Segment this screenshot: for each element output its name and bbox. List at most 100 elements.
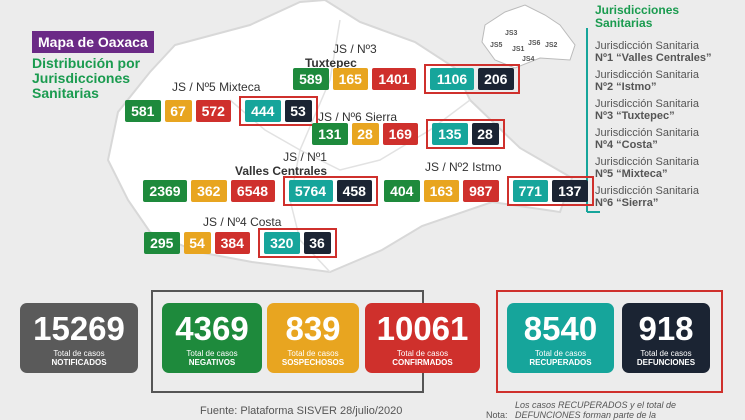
minimap xyxy=(481,4,576,69)
jurisdiction-label: JS / Nº6 Sierra xyxy=(318,110,397,124)
case-count: 1401 xyxy=(372,68,416,90)
case-count: 987 xyxy=(463,180,499,202)
group-outline xyxy=(496,290,723,393)
legend-name: Nº2 “Istmo” xyxy=(595,81,657,93)
legend-name: Nº4 “Costa” xyxy=(595,139,658,151)
legend-prefix: Jurisdicción Sanitaria xyxy=(595,156,699,168)
case-count: 384 xyxy=(214,232,250,254)
jurisdiction-code: JS / Nº5 Mixteca xyxy=(172,80,261,94)
legend-name: Nº5 “Mixteca” xyxy=(595,168,668,180)
total-label: RECUPERADOS xyxy=(529,358,592,367)
minimap-label: JS5 xyxy=(490,42,503,49)
case-count: 206 xyxy=(478,68,514,90)
legend-title-line: Sanitarias xyxy=(595,16,653,30)
minimap-label: JS4 xyxy=(522,56,535,63)
jurisdiction-name: Valles Centrales xyxy=(235,164,328,178)
legend-item: Jurisdicción Sanitaria Nº6 “Sierra” xyxy=(595,185,699,209)
total-value: 4369 xyxy=(175,310,249,347)
case-count: 28 xyxy=(471,123,499,145)
jurisdiction-code: JS / Nº1 xyxy=(283,150,327,164)
total-card: 4369 Total de casos NEGATIVOS xyxy=(162,303,262,373)
legend-item: Jurisdicción Sanitaria Nº5 “Mixteca” xyxy=(595,156,699,180)
case-count: 53 xyxy=(284,100,312,122)
total-card: 839 Total de casos SOSPECHOSOS xyxy=(267,303,359,373)
legend-name: Nº1 “Valles Centrales” xyxy=(595,52,712,64)
title: Mapa de Oaxaca xyxy=(32,31,154,53)
case-count: 320 xyxy=(264,232,300,254)
total-value: 918 xyxy=(638,310,694,347)
legend-item: Jurisdicción Sanitaria Nº4 “Costa” xyxy=(595,127,699,151)
case-count: 444 xyxy=(245,100,281,122)
jurisdiction-label: JS / Nº3 Tuxtepec xyxy=(305,42,377,70)
highlight-outline xyxy=(426,119,505,149)
legend-title: Jurisdicciones Sanitarias xyxy=(595,4,679,30)
case-count: 6548 xyxy=(230,180,275,202)
case-count: 28 xyxy=(351,123,379,145)
legend-item: Jurisdicción Sanitaria Nº3 “Tuxtepec” xyxy=(595,98,699,122)
subtitle: Distribución por Jurisdicciones Sanitarias xyxy=(32,56,140,101)
case-count: 137 xyxy=(552,180,588,202)
total-card: 15269 Total de casos NOTIFICADOS xyxy=(20,303,138,373)
highlight-outline xyxy=(506,176,594,206)
legend-name: Nº3 “Tuxtepec” xyxy=(595,110,675,122)
case-count: 771 xyxy=(512,180,548,202)
note-label: Nota: xyxy=(486,410,508,420)
total-value: 8540 xyxy=(523,310,598,347)
case-count: 165 xyxy=(332,68,368,90)
jurisdiction-code: JS / Nº6 Sierra xyxy=(318,110,398,124)
total-label: SOSPECHOSOS xyxy=(281,358,345,367)
total-value: 839 xyxy=(285,310,341,347)
total-card: 8540 Total de casos RECUPERADOS xyxy=(507,303,614,373)
total-caption: Total de casos xyxy=(287,349,339,358)
minimap-label: JS6 xyxy=(528,40,541,47)
case-count: 589 xyxy=(293,68,329,90)
case-count: 135 xyxy=(432,123,468,145)
case-count: 67 xyxy=(164,100,192,122)
total-caption: Total de casos xyxy=(640,349,692,358)
legend-item: Jurisdicción Sanitaria Nº1 “Valles Centra… xyxy=(595,40,712,64)
legend-item: Jurisdicción Sanitaria Nº2 “Istmo” xyxy=(595,69,699,93)
case-count: 54 xyxy=(183,232,211,254)
jurisdiction-code: JS / Nº3 xyxy=(333,42,377,56)
legend-prefix: Jurisdicción Sanitaria xyxy=(595,185,699,197)
source: Fuente: Plataforma SISVER 28/julio/2020 xyxy=(200,405,403,417)
jurisdiction-name: Tuxtepec xyxy=(304,56,357,70)
total-card: 918 Total de casos DEFUNCIONES xyxy=(622,303,710,373)
jurisdiction-label: JS / Nº5 Mixteca xyxy=(172,80,260,94)
region-border xyxy=(229,99,471,171)
jurisdiction-label: JS / Nº4 Costa xyxy=(203,215,281,229)
total-caption: Total de casos xyxy=(186,349,238,358)
jurisdiction-code: JS / Nº4 Costa xyxy=(203,215,282,229)
subtitle-line: Distribución por xyxy=(32,55,141,71)
note-line: Los casos RECUPERADOS y el total de xyxy=(515,400,677,410)
case-count: 362 xyxy=(191,180,227,202)
highlight-outline xyxy=(282,176,378,206)
region-border xyxy=(299,19,341,151)
total-label: NEGATIVOS xyxy=(188,358,236,367)
case-count: 572 xyxy=(195,100,231,122)
jurisdiction-label: JS / Nº2 Istmo xyxy=(425,160,501,174)
case-count: 36 xyxy=(303,232,331,254)
case-count: 2369 xyxy=(143,180,187,202)
jurisdiction-label: JS / Nº1 Valles Centrales xyxy=(235,150,327,178)
subtitle-line: Sanitarias xyxy=(32,85,99,101)
highlight-outline xyxy=(239,96,318,126)
case-count: 5764 xyxy=(288,180,333,202)
total-label: DEFUNCIONES xyxy=(636,358,696,367)
total-card: 10061 Total de casos CONFIRMADOS xyxy=(365,303,480,373)
highlight-outline xyxy=(424,64,520,94)
total-caption: Total de casos xyxy=(53,349,105,358)
case-count: 581 xyxy=(125,100,161,122)
legend-name: Nº6 “Sierra” xyxy=(595,197,659,209)
total-value: 10061 xyxy=(376,310,469,347)
legend-prefix: Jurisdicción Sanitaria xyxy=(595,40,699,52)
total-caption: Total de casos xyxy=(396,349,449,358)
total-label: NOTIFICADOS xyxy=(51,358,107,367)
highlight-outline xyxy=(258,228,337,258)
total-label: CONFIRMADOS xyxy=(392,358,453,367)
legend-prefix: Jurisdicción Sanitaria xyxy=(595,127,699,139)
legend-prefix: Jurisdicción Sanitaria xyxy=(595,98,699,110)
case-count: 458 xyxy=(336,180,372,202)
jurisdiction-code: JS / Nº2 Istmo xyxy=(425,160,502,174)
